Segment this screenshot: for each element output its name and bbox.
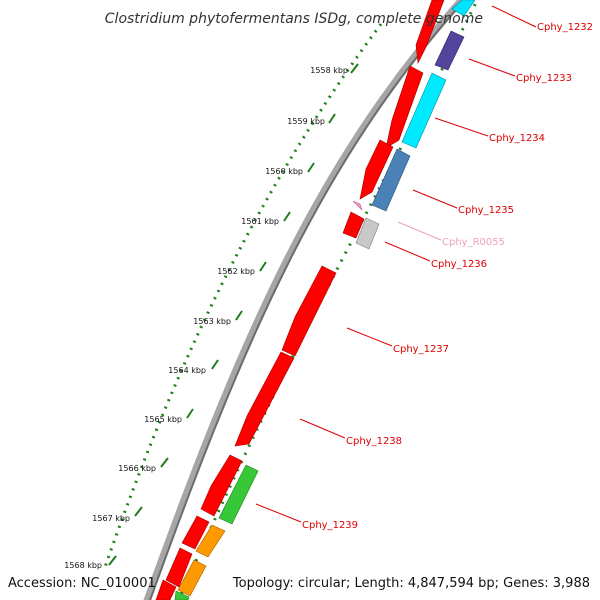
gene-label[interactable]: Cphy_1237 <box>393 344 449 355</box>
gene-arrow-reverse[interactable] <box>355 217 380 250</box>
gene-arrow-forward[interactable] <box>155 579 177 600</box>
gene-arrow-reverse[interactable] <box>195 524 226 558</box>
kbp-label: 1568 kbp <box>64 561 102 570</box>
gene-label[interactable]: Cphy_1233 <box>516 73 572 84</box>
kbp-label: 1566 kbp <box>118 464 156 473</box>
gene-arrow-forward[interactable] <box>181 515 210 550</box>
kbp-tick <box>283 211 291 222</box>
kbp-tick <box>134 506 143 517</box>
kbp-label: 1559 kbp <box>287 117 325 126</box>
gene-arrow-reverse[interactable] <box>371 148 411 212</box>
gene-leader-line <box>434 117 489 137</box>
gene-label[interactable]: Cphy_R0055 <box>442 237 505 248</box>
kbp-label: 1560 kbp <box>265 167 303 176</box>
genome-summary: Topology: circular; Length: 4,847,594 bp… <box>232 576 590 591</box>
kbp-label: 1565 kbp <box>144 415 182 424</box>
gene-arrow-reverse[interactable] <box>401 72 447 149</box>
kbp-tick <box>259 261 267 272</box>
gene-label[interactable]: Cphy_1238 <box>346 436 402 447</box>
gene-arrow-forward[interactable] <box>234 351 295 447</box>
gene-arrow-reverse[interactable] <box>177 559 207 597</box>
kbp-tick <box>160 457 169 468</box>
kbp-tick <box>235 310 243 321</box>
gene-arrow-forward[interactable] <box>415 0 445 65</box>
gene-arrow-forward[interactable] <box>359 139 394 200</box>
outer-tick-dots <box>102 23 383 571</box>
gene-label[interactable]: Cphy_1234 <box>489 133 545 144</box>
kbp-label: 1562 kbp <box>217 267 255 276</box>
gene-arrow-reverse[interactable] <box>451 0 476 17</box>
kbp-label: 1558 kbp <box>310 66 348 75</box>
gene-leader-line <box>397 221 442 241</box>
kbp-tick <box>328 113 336 124</box>
gene-leader-line <box>412 189 458 209</box>
gene-label[interactable]: Cphy_1239 <box>302 520 358 531</box>
kbp-label: 1567 kbp <box>92 514 130 523</box>
gene-arrow-reverse[interactable] <box>218 464 259 525</box>
kbp-tick <box>350 63 359 74</box>
kbp-tick <box>108 555 117 566</box>
gene-arrow-reverse[interactable] <box>174 590 190 600</box>
kbp-label: 1564 kbp <box>168 366 206 375</box>
kbp-tick <box>307 162 315 173</box>
gene-arrow-rna[interactable] <box>352 200 363 211</box>
gene-leader-line <box>299 418 346 439</box>
gene-leader-line <box>255 503 302 523</box>
gene-arrow-forward[interactable] <box>281 265 337 357</box>
gene-leader-line <box>491 5 537 28</box>
forward-strand-genes <box>155 0 445 600</box>
gene-arrow-reverse[interactable] <box>434 30 465 71</box>
gene-label[interactable]: Cphy_1232 <box>537 22 593 33</box>
gene-leader-line <box>468 58 516 77</box>
outer-tick-track <box>102 23 383 571</box>
accession-label: Accession: NC_010001 <box>8 576 156 591</box>
gene-arrow-forward[interactable] <box>200 454 243 517</box>
gene-leader-line <box>384 241 431 262</box>
gene-arrow-forward[interactable] <box>165 547 193 588</box>
gene-arrow-forward[interactable] <box>342 211 365 239</box>
gene-leader-line <box>346 327 393 347</box>
gene-label[interactable]: Cphy_1236 <box>431 259 487 270</box>
gene-label-layer: Cphy_1232 Cphy_1233 Cphy_1234 Cphy_1235 … <box>255 5 593 531</box>
reverse-strand-genes <box>174 0 476 600</box>
backbone-outer-track <box>143 0 467 600</box>
kbp-tick <box>186 408 194 419</box>
kbp-label: 1563 kbp <box>193 317 231 326</box>
gene-label[interactable]: Cphy_1235 <box>458 205 514 216</box>
kbp-tick <box>211 359 219 370</box>
map-title: Clostridium phytofermentans ISDg, comple… <box>105 11 483 27</box>
kbp-tick-layer: 1558 kbp 1559 kbp 1560 kbp 1561 kbp 1562… <box>64 63 359 570</box>
gene-arrow-forward[interactable] <box>385 65 424 149</box>
kbp-label: 1561 kbp <box>241 217 279 226</box>
